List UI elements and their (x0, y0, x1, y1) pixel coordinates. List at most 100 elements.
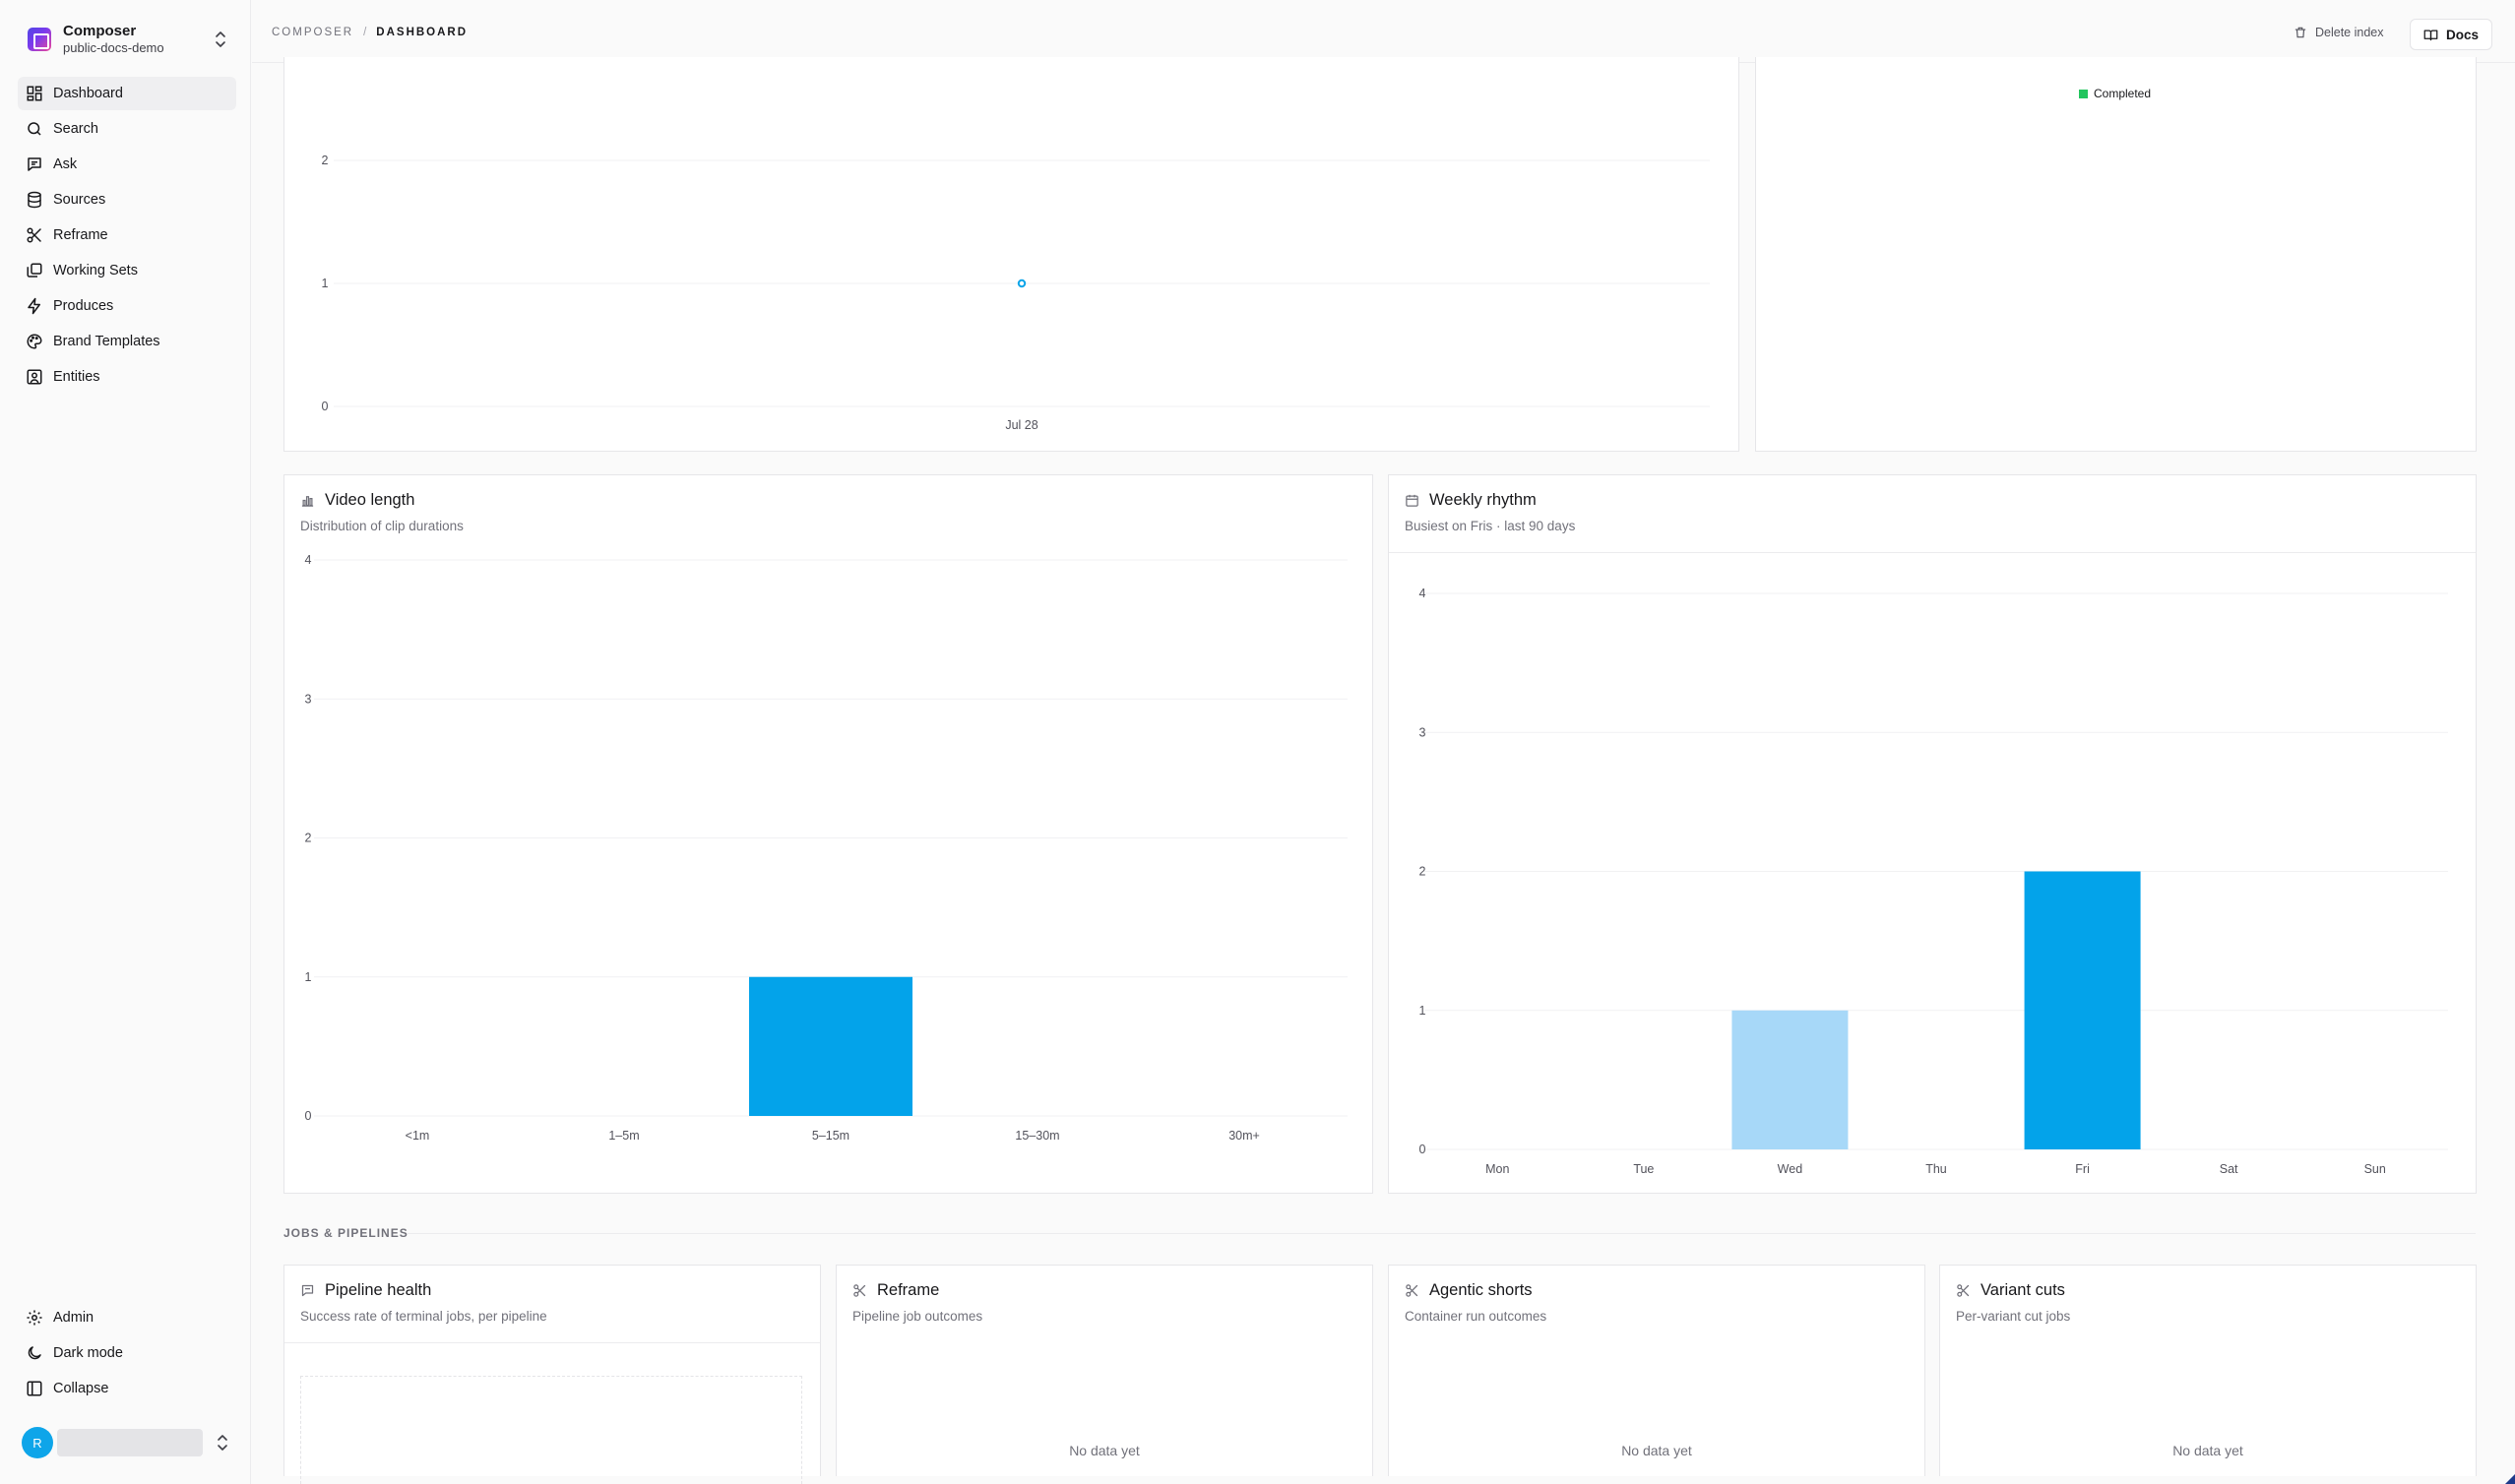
nav-item-search[interactable]: Search (18, 112, 236, 146)
nav-item-sources[interactable]: Sources (18, 183, 236, 216)
resize-corner-icon (2505, 1474, 2515, 1484)
search-icon (28, 122, 41, 136)
layers-icon (27, 263, 42, 278)
user-menu[interactable]: R (22, 1425, 233, 1460)
weekly-rhythm-subtitle: Busiest on Fris · last 90 days (1405, 519, 1576, 533)
x-tick-label: Fri (2075, 1162, 2090, 1176)
delete-index-button[interactable]: Delete index (2294, 22, 2384, 43)
nav-label: Dark mode (53, 1345, 123, 1361)
workspace-switcher[interactable]: Composer public-docs-demo (18, 18, 234, 61)
book-open-icon (2423, 30, 2438, 40)
reframe-card: Reframe Pipeline job outcomes No data ye… (836, 1265, 1373, 1476)
nav-label: Entities (53, 369, 100, 385)
x-tick-label: Sat (2220, 1162, 2238, 1176)
nav-label: Working Sets (53, 263, 138, 278)
moon-icon (28, 1346, 41, 1360)
y-tick-label: 3 (1419, 725, 1426, 739)
nav-label: Brand Templates (53, 334, 160, 349)
nav-label: Search (53, 121, 98, 137)
nav-label: Ask (53, 156, 78, 172)
palette-icon (27, 334, 42, 349)
weekly-rhythm-chart: 0 1 2 3 4 Mon Tue Wed Thu Fri Sat Sun (1419, 587, 2448, 1176)
nav-label: Produces (53, 298, 114, 314)
delete-index-label: Delete index (2315, 26, 2384, 39)
y-tick-label: 3 (305, 692, 312, 706)
breadcrumb-dashboard: DASHBOARD (376, 27, 469, 38)
y-tick-label: 1 (305, 970, 312, 984)
nav-item-admin[interactable]: Admin (18, 1301, 236, 1334)
nav-item-dark-mode[interactable]: Dark mode (18, 1336, 236, 1370)
reframe-subtitle: Pipeline job outcomes (852, 1309, 983, 1324)
pipeline-health-subtitle: Success rate of terminal jobs, per pipel… (300, 1309, 547, 1324)
data-point (1017, 278, 1027, 288)
card-divider (284, 1342, 820, 1343)
nav-item-dashboard[interactable]: Dashboard (18, 77, 236, 110)
bar-Wed (1731, 1010, 1849, 1149)
bottom-nav: Admin Dark mode Collapse (18, 1301, 236, 1407)
variant-cuts-title: Variant cuts (1956, 1281, 2065, 1300)
reframe-empty-state: No data yet (1069, 1443, 1140, 1458)
docs-button[interactable]: Docs (2410, 19, 2492, 50)
nav-item-collapse[interactable]: Collapse (18, 1372, 236, 1405)
weekly-rhythm-card: Weekly rhythm Busiest on Fris · last 90 … (1388, 474, 2477, 1194)
scissors-icon (1957, 1284, 1970, 1297)
y-tick-label: 2 (305, 832, 312, 845)
x-tick-label: <1m (406, 1129, 430, 1143)
workspace-name: Composer (63, 22, 137, 39)
composer-logo-icon (28, 28, 51, 51)
video-length-title: Video length (300, 491, 414, 510)
nav-label: Sources (53, 192, 106, 208)
nav-item-reframe[interactable]: Reframe (18, 218, 236, 252)
workspace-project: public-docs-demo (63, 40, 164, 56)
pipeline-health-title-text: Pipeline health (325, 1281, 432, 1299)
sidebar: Composer public-docs-demo Dashboard Sear… (0, 0, 251, 1484)
chevron-up-down-icon (216, 31, 225, 47)
x-tick-label: 1–5m (608, 1129, 639, 1143)
user-square-icon (27, 369, 42, 385)
pipeline-health-placeholder (300, 1376, 802, 1484)
y-tick-label: 0 (305, 1109, 312, 1123)
bar-chart-icon (301, 496, 314, 507)
scissors-icon (853, 1284, 866, 1297)
y-tick-label: 4 (305, 553, 312, 567)
nav-item-entities[interactable]: Entities (18, 360, 236, 394)
y-tick-label: 1 (1419, 1004, 1426, 1018)
nav-item-produces[interactable]: Produces (18, 289, 236, 323)
bar-5–15m (749, 976, 912, 1116)
nav-label: Reframe (53, 227, 108, 243)
nav-item-brand-templates[interactable]: Brand Templates (18, 325, 236, 358)
agentic-shorts-subtitle: Container run outcomes (1405, 1309, 1547, 1324)
x-tick-label: 30m+ (1228, 1129, 1260, 1143)
variant-cuts-empty-state: No data yet (2172, 1443, 2243, 1458)
scissors-icon (27, 227, 41, 243)
user-name-placeholder (57, 1429, 203, 1456)
database-icon (28, 191, 41, 209)
weekly-rhythm-title-text: Weekly rhythm (1429, 491, 1537, 509)
breadcrumb-composer[interactable]: COMPOSER (272, 27, 354, 38)
y-tick-label: 0 (322, 400, 329, 413)
legend-label-completed: Completed (2094, 87, 2152, 100)
nav-item-working-sets[interactable]: Working Sets (18, 254, 236, 287)
variant-cuts-subtitle: Per-variant cut jobs (1956, 1309, 2071, 1324)
agentic-shorts-title-text: Agentic shorts (1429, 1281, 1533, 1299)
variant-cuts-title-text: Variant cuts (1981, 1281, 2065, 1299)
reframe-title-text: Reframe (877, 1281, 940, 1299)
section-divider (408, 1233, 2476, 1234)
scissors-icon (1406, 1284, 1418, 1297)
jobs-section-label: JOBS & PIPELINES (283, 1226, 409, 1240)
breadcrumb: COMPOSER / DASHBOARD (272, 27, 468, 38)
bolt-icon (28, 297, 40, 315)
nav-item-ask[interactable]: Ask (18, 148, 236, 181)
x-tick-label: Tue (1633, 1162, 1654, 1176)
video-length-title-text: Video length (325, 491, 415, 509)
nav-label: Dashboard (53, 86, 123, 101)
pipeline-health-title: Pipeline health (300, 1281, 431, 1300)
activity-card: 0 1 2 Jul 28 (283, 57, 1739, 452)
y-tick-label: 2 (1419, 865, 1426, 879)
grid-icon (27, 86, 42, 101)
chevron-up-down-icon (218, 1435, 227, 1451)
reframe-title: Reframe (852, 1281, 939, 1300)
video-length-chart: 0 1 2 3 4 <1m 1–5m 5–15m 15–30m 30m+ (305, 553, 1348, 1143)
x-tick-label: 5–15m (812, 1129, 849, 1143)
gear-icon (27, 1310, 42, 1326)
